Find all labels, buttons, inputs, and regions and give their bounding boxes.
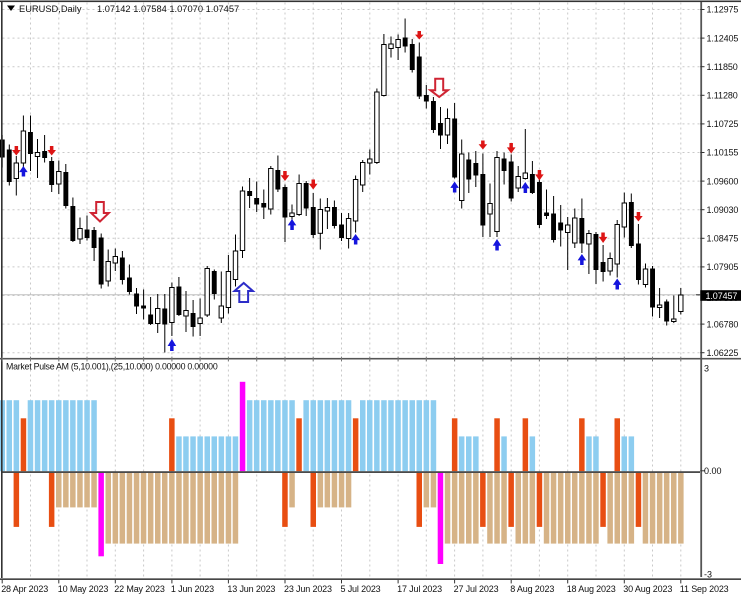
- svg-text:1.09030: 1.09030: [707, 205, 739, 215]
- svg-text:1 Jun 2023: 1 Jun 2023: [171, 584, 214, 594]
- svg-text:30 Aug 2023: 30 Aug 2023: [623, 584, 672, 594]
- svg-text:8 Aug 2023: 8 Aug 2023: [510, 584, 554, 594]
- svg-text:1.11850: 1.11850: [707, 62, 738, 72]
- svg-text:1.10725: 1.10725: [707, 119, 739, 129]
- svg-text:18 Aug 2023: 18 Aug 2023: [567, 584, 616, 594]
- svg-text:1.06780: 1.06780: [707, 319, 739, 329]
- svg-text:1.06225: 1.06225: [707, 348, 739, 358]
- svg-text:11 Sep 2023: 11 Sep 2023: [680, 584, 729, 594]
- svg-text:-3: -3: [704, 570, 712, 580]
- svg-text:0.00: 0.00: [704, 466, 722, 476]
- svg-text:1.09600: 1.09600: [707, 176, 739, 186]
- svg-text:22 May 2023: 22 May 2023: [114, 584, 165, 594]
- svg-text:13 Jun 2023: 13 Jun 2023: [227, 584, 275, 594]
- svg-text:1.07905: 1.07905: [707, 262, 739, 272]
- svg-text:5 Jul 2023: 5 Jul 2023: [341, 584, 381, 594]
- svg-text:17 Jul 2023: 17 Jul 2023: [397, 584, 442, 594]
- svg-text:1.08475: 1.08475: [707, 234, 739, 244]
- svg-text:1.11280: 1.11280: [707, 91, 738, 101]
- svg-text:1.10155: 1.10155: [707, 148, 739, 158]
- svg-text:10 May 2023: 10 May 2023: [58, 584, 109, 594]
- svg-text:1.07142 1.07584 1.07070 1.0745: 1.07142 1.07584 1.07070 1.07457: [97, 4, 239, 14]
- svg-text:28 Apr 2023: 28 Apr 2023: [1, 584, 48, 594]
- svg-text:Market Pulse AM (5,10.001),(25: Market Pulse AM (5,10.001),(25,10.000) 0…: [6, 362, 218, 372]
- svg-text:1.07457: 1.07457: [706, 291, 738, 301]
- svg-text:23 Jun 2023: 23 Jun 2023: [284, 584, 332, 594]
- svg-text:3: 3: [704, 364, 709, 374]
- svg-text:1.12405: 1.12405: [707, 33, 739, 43]
- svg-text:EURUSD,Daily: EURUSD,Daily: [19, 4, 82, 14]
- svg-text:27 Jul 2023: 27 Jul 2023: [454, 584, 499, 594]
- svg-text:1.12975: 1.12975: [707, 5, 739, 15]
